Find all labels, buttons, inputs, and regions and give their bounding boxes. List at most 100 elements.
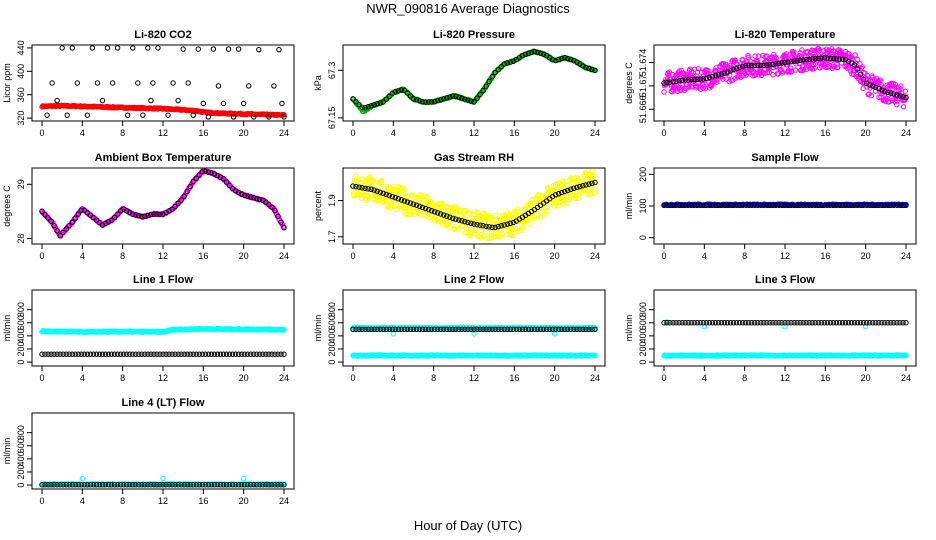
data-point (555, 203, 561, 209)
data-point (673, 320, 679, 326)
data-point (257, 482, 263, 488)
data-point (401, 87, 408, 93)
data-point (794, 320, 800, 326)
data-point (809, 202, 815, 209)
data-point (498, 64, 504, 70)
data-point (163, 351, 169, 357)
data-point (562, 54, 568, 61)
data-point (438, 326, 444, 333)
data-point (898, 83, 904, 89)
data-point (117, 351, 124, 357)
data-point (276, 46, 282, 53)
data-point (565, 326, 571, 333)
data-point (238, 351, 245, 357)
data-point (585, 191, 591, 198)
data-point (549, 56, 556, 63)
data-point (812, 320, 818, 326)
data-point (679, 202, 685, 209)
y-axis-label: ml/min (2, 438, 12, 465)
data-point (246, 83, 252, 89)
data-point (767, 62, 773, 68)
data-point (733, 60, 739, 67)
x-tick-label: 12 (158, 496, 168, 506)
data-point (588, 191, 594, 198)
data-point (190, 112, 196, 118)
data-point (761, 62, 767, 69)
x-tick-label: 12 (780, 251, 790, 261)
data-point (96, 482, 103, 488)
data-point (809, 320, 815, 326)
data-point (519, 225, 525, 231)
data-point (368, 326, 374, 333)
data-point (364, 192, 371, 199)
data-point (263, 482, 269, 488)
data-point (894, 202, 900, 209)
data-point (833, 202, 840, 209)
data-point (232, 351, 239, 357)
x-tick-label: 12 (158, 251, 168, 261)
data-point (215, 83, 222, 89)
data-point (172, 351, 178, 357)
data-point (230, 114, 237, 120)
x-tick-label: 16 (509, 251, 519, 261)
data-point (193, 351, 199, 357)
chart-title: Li-820 CO2 (134, 29, 191, 41)
data-point (700, 85, 706, 91)
data-point (475, 213, 481, 219)
data-point (758, 320, 764, 326)
data-point (269, 351, 275, 357)
data-layer (39, 45, 287, 120)
data-point (42, 482, 48, 488)
data-point (733, 202, 740, 209)
data-point (108, 351, 115, 357)
data-point (45, 215, 51, 221)
data-point (407, 326, 414, 333)
data-point (706, 202, 713, 209)
data-point (387, 205, 393, 211)
data-point (739, 202, 746, 209)
x-tick-label: 4 (702, 373, 707, 383)
data-point (559, 55, 565, 62)
data-point (75, 482, 82, 488)
data-point (566, 196, 573, 202)
data-point (426, 215, 432, 221)
data-point (791, 58, 797, 64)
data-point (66, 482, 72, 488)
y-tick-label: 400 (638, 328, 648, 343)
data-point (694, 76, 700, 83)
data-point (193, 175, 199, 182)
data-point (145, 482, 151, 488)
data-point (676, 78, 682, 84)
data-point (549, 326, 556, 333)
data-point (700, 76, 707, 82)
data-point (392, 326, 399, 333)
data-point (483, 326, 489, 333)
data-point (39, 482, 45, 488)
data-point (776, 320, 782, 326)
data-point (93, 482, 100, 488)
data-point (205, 351, 212, 357)
data-point (416, 98, 423, 104)
data-point (504, 60, 510, 66)
data-point (903, 352, 909, 359)
data-point (580, 326, 586, 333)
data-point (785, 320, 791, 326)
data-point (398, 87, 405, 93)
data-point (181, 193, 187, 199)
data-point (281, 114, 287, 120)
data-point (544, 204, 550, 210)
data-layer (39, 325, 287, 357)
data-point (462, 218, 468, 225)
data-point (225, 46, 232, 52)
data-point (241, 351, 248, 357)
data-point (519, 326, 526, 333)
x-tick-label: 4 (391, 128, 396, 138)
data-point (730, 320, 737, 326)
data-point (833, 56, 840, 62)
data-point (592, 67, 598, 74)
data-point (730, 57, 736, 64)
x-tick-label: 8 (120, 496, 125, 506)
data-point (851, 202, 858, 209)
y-tick-label: 67.15 (327, 107, 337, 130)
